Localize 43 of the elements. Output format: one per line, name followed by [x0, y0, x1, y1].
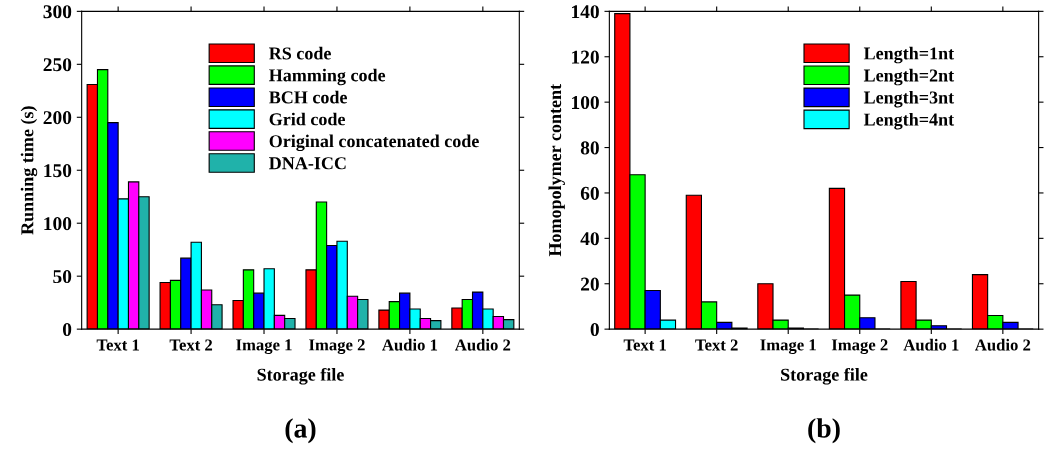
text: (b) — [808, 418, 840, 444]
y-axis-title: Homopolymer content — [548, 83, 565, 257]
x-tick-label: Text 2 — [695, 339, 738, 351]
x-tick-label: Audio 2 — [454, 338, 511, 351]
x-tick-label: Image 1 — [236, 339, 292, 354]
y-tick-label: 100 — [572, 95, 599, 110]
y-tick-label: 80 — [580, 141, 599, 155]
x-tick-label: Text 1 — [96, 339, 139, 351]
x-tick-label: Audio 1 — [382, 338, 438, 351]
x-tick-label: Image 2 — [309, 339, 365, 354]
legend-label: Grid code — [269, 112, 345, 126]
y-tick-label: 100 — [44, 217, 72, 231]
x-tick-label: Audio 1 — [903, 338, 959, 351]
y-tick-label: 120 — [572, 50, 599, 64]
y-tick-label: 0 — [590, 322, 599, 337]
y-tick-label: 140 — [572, 5, 599, 19]
legend-label: RS code — [269, 46, 331, 60]
y-tick-label: 50 — [53, 270, 72, 284]
y-tick-label: 200 — [43, 111, 72, 125]
legend-label: Length=3nt — [863, 90, 955, 108]
legend-label: Length=1nt — [863, 46, 955, 64]
y-tick-label: 40 — [580, 232, 599, 246]
legend-label: DNA-ICC — [269, 157, 346, 170]
y-tick-label: 150 — [44, 164, 72, 178]
x-tick-label: Audio 2 — [975, 338, 1031, 351]
y-tick-label: 300 — [43, 5, 72, 19]
legend-label: Original concatenated code — [269, 134, 479, 152]
y-tick-label: 0 — [62, 322, 72, 337]
y-axis-title: Running time (s) — [20, 106, 38, 235]
x-tick-label: Image 2 — [831, 339, 888, 354]
x-axis-title: Storage file — [257, 367, 344, 385]
y-tick-label: 60 — [580, 186, 599, 200]
legend-label: BCH code — [269, 90, 348, 104]
legend-label: Hamming code — [269, 68, 386, 86]
legend-label: Length=2nt — [863, 68, 955, 86]
legend-label: Length=4nt — [863, 112, 955, 130]
x-tick-label: Text 1 — [623, 339, 666, 351]
y-tick-label: 250 — [43, 58, 72, 72]
text: (a) — [285, 418, 316, 444]
x-tick-label: Text 2 — [169, 339, 213, 351]
x-axis-title: Storage file — [781, 367, 868, 385]
x-tick-label: Image 1 — [760, 339, 816, 354]
y-tick-label: 20 — [581, 277, 599, 291]
